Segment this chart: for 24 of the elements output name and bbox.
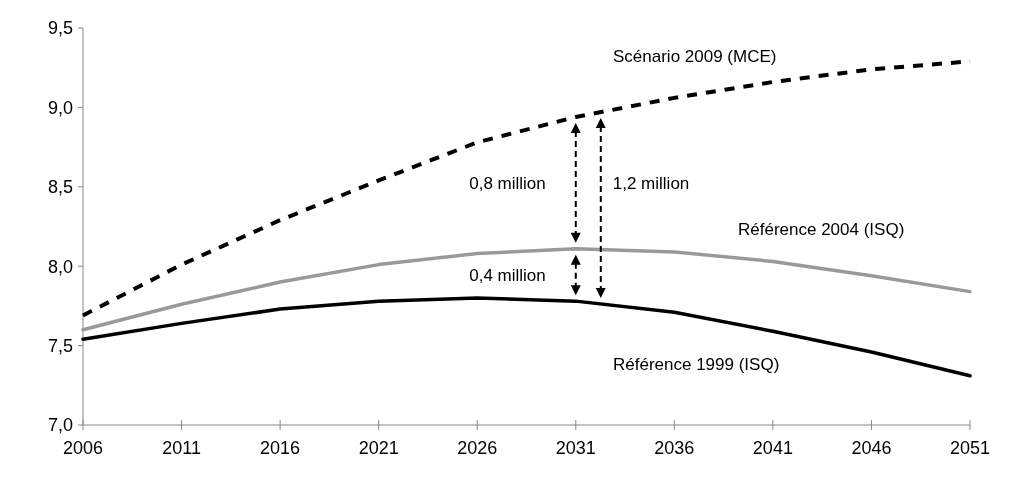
y-tick-label: 8,0	[47, 256, 73, 277]
x-tick-label: 2006	[62, 438, 104, 458]
y-tick-label: 7,5	[47, 335, 73, 356]
x-tick-label: 2011	[162, 438, 201, 458]
y-tick-label: 8,5	[47, 177, 73, 198]
series-label: Référence 1999 (ISQ)	[613, 355, 780, 374]
x-tick-label: 2031	[555, 438, 596, 458]
x-tick-label: 2041	[752, 438, 793, 458]
line-series	[81, 246, 972, 332]
series-label: Référence 2004 (ISQ)	[738, 220, 905, 239]
y-tick-label: 9,5	[47, 18, 73, 39]
line-series	[81, 296, 972, 378]
x-tick-label: 2016	[260, 438, 301, 458]
x-tick-label: 2051	[949, 438, 991, 458]
x-tick-label: 2021	[358, 438, 399, 458]
series-label: Scénario 2009 (MCE)	[613, 47, 777, 66]
x-tick-label: 2026	[457, 438, 498, 458]
x-tick-label: 2036	[654, 438, 695, 458]
x-tick-label: 2046	[851, 438, 892, 458]
annotation: 0,4 million	[469, 265, 546, 285]
y-tick-label: 9,0	[47, 97, 73, 118]
y-tick-label: 7,0	[47, 415, 73, 436]
annotation: 1,2 million	[612, 173, 690, 193]
annotation: 0,8 million	[469, 173, 546, 193]
